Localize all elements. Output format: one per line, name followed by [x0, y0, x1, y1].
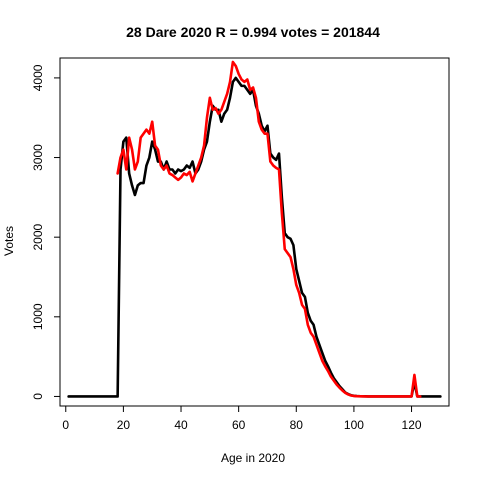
- x-tick-label: 80: [290, 418, 304, 432]
- x-axis: 0 20 40 60 80 100 120: [62, 405, 422, 432]
- y-axis: 0 1000 2000 3000 4000: [31, 64, 61, 400]
- y-tick-label: 2000: [31, 224, 45, 251]
- x-tick-label: 120: [402, 418, 422, 432]
- y-tick-label: 4000: [31, 64, 45, 91]
- x-tick-label: 0: [62, 418, 69, 432]
- chart-title: 28 Dare 2020 R = 0.994 votes = 201844: [126, 24, 380, 40]
- y-tick-label: 1000: [31, 303, 45, 330]
- x-tick-label: 60: [232, 418, 246, 432]
- x-tick-label: 40: [174, 418, 188, 432]
- series-line-2: [116, 60, 422, 398]
- x-tick-label: 20: [117, 418, 131, 432]
- y-tick-label: 3000: [31, 144, 45, 171]
- series-layer: [67, 60, 442, 398]
- x-axis-label: Age in 2020: [221, 451, 285, 465]
- y-tick-label: 0: [31, 393, 45, 400]
- y-axis-label: Votes: [2, 226, 16, 256]
- x-tick-label: 100: [344, 418, 364, 432]
